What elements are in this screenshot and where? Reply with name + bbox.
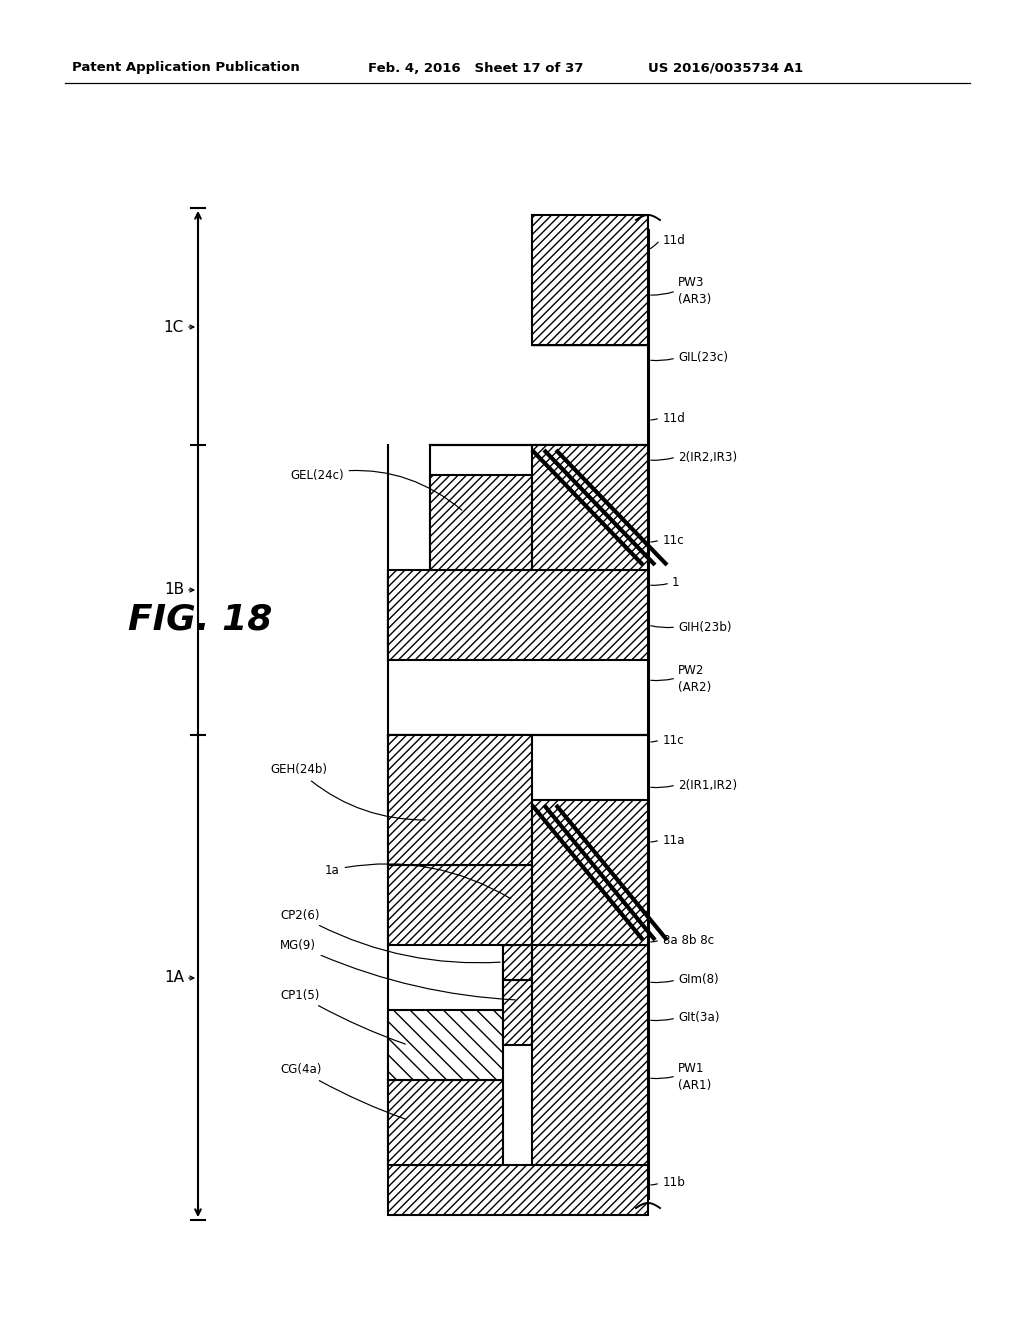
Bar <box>388 1166 648 1214</box>
Bar <box>388 865 532 945</box>
Text: CP1(5): CP1(5) <box>280 989 406 1044</box>
Text: 11b: 11b <box>663 1176 686 1189</box>
Text: US 2016/0035734 A1: US 2016/0035734 A1 <box>648 62 803 74</box>
Text: GEH(24b): GEH(24b) <box>270 763 425 820</box>
Text: 8a 8b 8c: 8a 8b 8c <box>663 933 714 946</box>
Text: PW1: PW1 <box>678 1061 705 1074</box>
Text: GIH(23b): GIH(23b) <box>678 620 731 634</box>
Text: GIm(8): GIm(8) <box>678 974 719 986</box>
Text: MG(9): MG(9) <box>280 939 515 999</box>
Bar <box>430 475 532 570</box>
Text: 1a: 1a <box>325 863 511 899</box>
Text: (AR3): (AR3) <box>678 293 712 306</box>
Text: (AR1): (AR1) <box>678 1078 712 1092</box>
Text: 11d: 11d <box>663 412 686 425</box>
Text: PW3: PW3 <box>678 276 705 289</box>
Text: FIG. 18: FIG. 18 <box>128 603 272 638</box>
Text: 1: 1 <box>672 577 680 590</box>
Bar <box>388 570 648 660</box>
Text: 1A: 1A <box>164 970 184 986</box>
Text: GEL(24c): GEL(24c) <box>290 469 462 511</box>
Text: 2(IR2,IR3): 2(IR2,IR3) <box>678 450 737 463</box>
Text: 1B: 1B <box>164 582 184 598</box>
Text: 11c: 11c <box>663 734 685 747</box>
Text: PW2: PW2 <box>678 664 705 676</box>
Text: Feb. 4, 2016   Sheet 17 of 37: Feb. 4, 2016 Sheet 17 of 37 <box>368 62 584 74</box>
Bar <box>388 1010 503 1080</box>
Bar <box>532 445 648 570</box>
Bar <box>532 215 648 345</box>
Text: Patent Application Publication: Patent Application Publication <box>72 62 300 74</box>
Bar <box>503 945 532 979</box>
Text: 2(IR1,IR2): 2(IR1,IR2) <box>678 779 737 792</box>
Text: 11d: 11d <box>663 234 686 247</box>
Bar <box>532 800 648 945</box>
Text: 1C: 1C <box>164 319 184 334</box>
Bar <box>388 735 532 865</box>
Bar <box>388 1080 503 1166</box>
Text: GIL(23c): GIL(23c) <box>678 351 728 364</box>
Text: 11a: 11a <box>663 833 686 846</box>
Text: CG(4a): CG(4a) <box>280 1064 406 1119</box>
Text: 11c: 11c <box>663 533 685 546</box>
Text: GIt(3a): GIt(3a) <box>678 1011 720 1024</box>
Bar <box>532 945 648 1166</box>
Text: CP2(6): CP2(6) <box>280 908 501 962</box>
Text: (AR2): (AR2) <box>678 681 712 693</box>
Bar <box>503 979 532 1045</box>
